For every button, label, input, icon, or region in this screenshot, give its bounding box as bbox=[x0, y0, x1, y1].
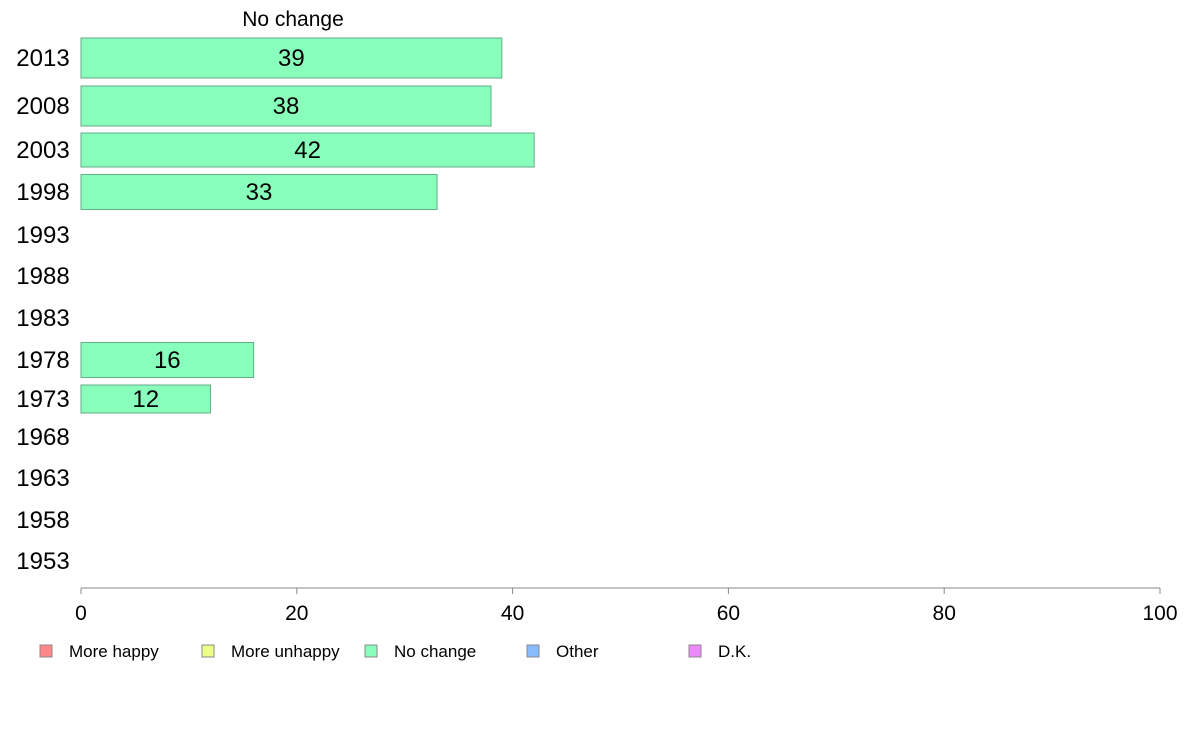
y-tick-label: 1978 bbox=[16, 347, 69, 374]
legend-label: Other bbox=[556, 642, 599, 661]
y-axis-labels: 2013 2008 2003 1998 1993 1988 1983 1978 1973 1968… bbox=[16, 45, 69, 575]
x-tick-label: 100 bbox=[1142, 602, 1177, 625]
chart-title: No change bbox=[242, 8, 344, 31]
x-tick-label: 20 bbox=[285, 602, 308, 625]
y-tick-label: 2003 bbox=[16, 137, 69, 164]
x-tick-label: 40 bbox=[501, 602, 524, 625]
x-tick-label: 0 bbox=[75, 602, 87, 625]
bar bbox=[80, 37, 503, 79]
y-tick-label: 1983 bbox=[16, 305, 69, 332]
y-tick-label: 1963 bbox=[16, 465, 69, 492]
bar-value-label: 38 bbox=[273, 93, 300, 120]
legend-label: No change bbox=[394, 642, 476, 661]
legend-swatch bbox=[364, 644, 378, 658]
bar-value-label: 42 bbox=[294, 137, 321, 164]
bar-value-label: 33 bbox=[246, 179, 273, 206]
y-tick-label: 2008 bbox=[16, 93, 69, 120]
y-tick-label: 1998 bbox=[16, 179, 69, 206]
y-tick-label: 1953 bbox=[16, 548, 69, 575]
y-tick-label: 2013 bbox=[16, 45, 69, 72]
bar-value-label: 39 bbox=[278, 45, 305, 72]
bar bbox=[80, 85, 492, 127]
legend-label: More happy bbox=[69, 642, 159, 661]
legend-swatch bbox=[688, 644, 702, 658]
y-tick-label: 1968 bbox=[16, 424, 69, 451]
x-axis: 0 20 40 60 80 100 bbox=[75, 587, 1178, 625]
bar bbox=[80, 174, 438, 210]
x-tick-label: 80 bbox=[933, 602, 956, 625]
bar-value-label: 16 bbox=[154, 347, 181, 374]
legend-label: More unhappy bbox=[231, 642, 340, 661]
y-tick-label: 1958 bbox=[16, 507, 69, 534]
bar-value-label: 12 bbox=[132, 386, 159, 413]
y-tick-label: 1988 bbox=[16, 263, 69, 290]
bars: 39 38 42 33 16 12 bbox=[80, 37, 535, 414]
legend-swatch bbox=[201, 644, 215, 658]
bar bbox=[80, 132, 535, 168]
x-tick-label: 60 bbox=[717, 602, 740, 625]
y-tick-label: 1973 bbox=[16, 386, 69, 413]
legend-swatch bbox=[39, 644, 53, 658]
legend-label: D.K. bbox=[718, 642, 751, 661]
legend-swatch bbox=[526, 644, 540, 658]
y-tick-label: 1993 bbox=[16, 222, 69, 249]
bar bbox=[80, 384, 211, 414]
bar bbox=[80, 342, 255, 378]
legend: More happy More unhappy No change Other D.K. bbox=[39, 642, 751, 661]
